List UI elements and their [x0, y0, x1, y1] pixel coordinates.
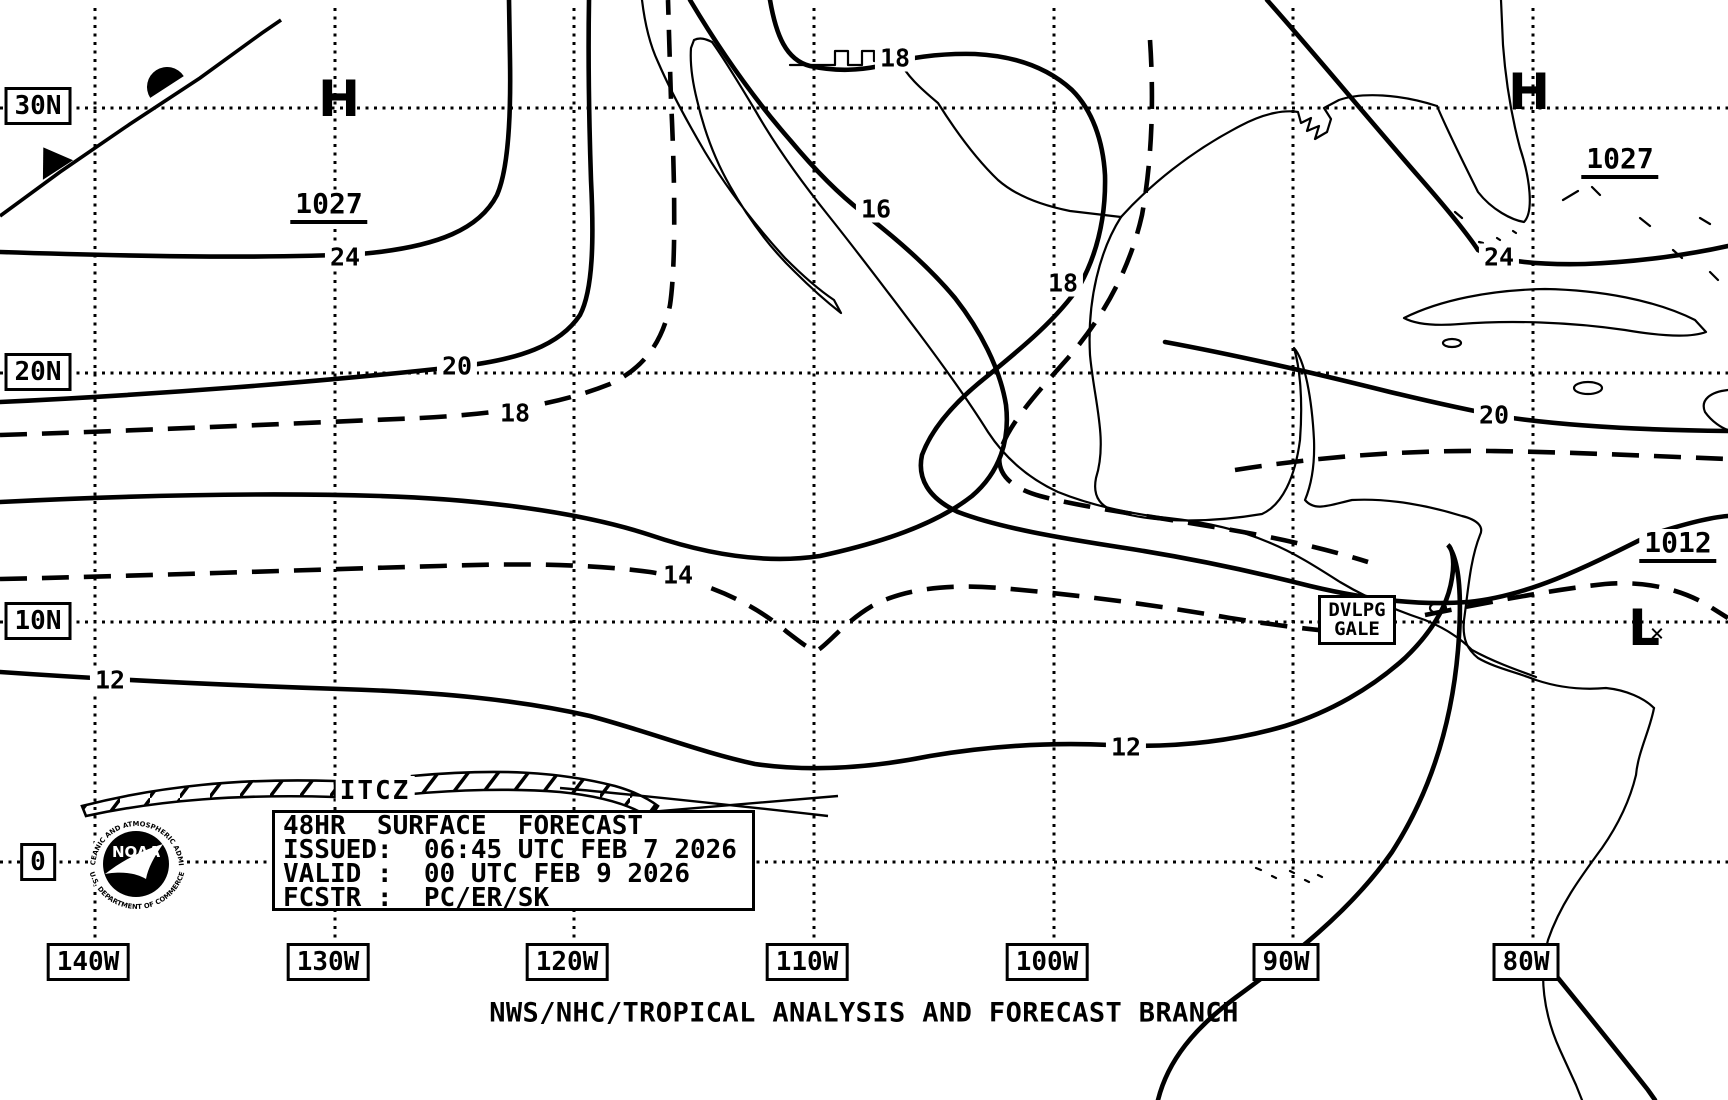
isobar-value-24: 24 — [1478, 243, 1520, 271]
dashed-gulf — [996, 39, 1369, 565]
pressure-value-1027: 1027 — [290, 190, 368, 224]
dashed-carib-s — [1424, 580, 1728, 620]
gale-line1: DVLPG — [1328, 599, 1386, 621]
lon-label-90w: 90W — [1252, 943, 1320, 981]
gale-line2: GALE — [1334, 618, 1380, 640]
grid-layer — [0, 8, 1728, 938]
isobar-24-nw — [0, 0, 513, 259]
isobar-value-18: 18 — [1042, 269, 1084, 297]
lat-label-20n: 20N — [4, 353, 72, 391]
lon-label-140w: 140W — [46, 943, 130, 981]
forecast-title: 48HR SURFACE FORECAST — [283, 811, 644, 841]
isobar-value-12: 12 — [1105, 733, 1147, 761]
isobar-16 — [0, 0, 1010, 562]
isobar-value-24: 24 — [324, 243, 366, 271]
isobar-18 — [767, 0, 1728, 606]
branch-title: NWS/NHC/TROPICAL ANALYSIS AND FORECAST B… — [489, 997, 1239, 1029]
cold-front-triangle — [42, 147, 74, 180]
lat-label-10n: 10N — [4, 602, 72, 640]
isobar-12 — [0, 543, 1463, 1100]
dashed-14 — [0, 562, 1341, 653]
isobar-value-20: 20 — [436, 352, 478, 380]
noaa-bird-icon — [105, 844, 163, 879]
isobar-value-18: 18 — [494, 399, 536, 427]
forecast-info-box: 48HR SURFACE FORECAST ISSUED: 06:45 UTC … — [272, 810, 755, 911]
isobar-dashed-layer — [0, 0, 1728, 653]
lat-label-30n: 30N — [4, 87, 72, 125]
front-symbol — [0, 18, 283, 218]
isobar-value-14: 14 — [657, 561, 699, 589]
isobar-br — [1542, 959, 1658, 1100]
forecast-issued: ISSUED: 06:45 UTC FEB 7 2026 — [283, 835, 737, 865]
forecast-fcstr: FCSTR : PC/ER/SK — [283, 883, 550, 913]
isobar-value-12: 12 — [89, 666, 131, 694]
lon-label-130w: 130W — [286, 943, 370, 981]
isobar-value-20: 20 — [1473, 401, 1515, 429]
isobar-value-18: 18 — [874, 44, 916, 72]
high-pressure-symbol: H — [318, 70, 360, 128]
itcz-label: ITCZ — [335, 776, 415, 806]
lon-label-100w: 100W — [1005, 943, 1089, 981]
pressure-value-1027: 1027 — [1581, 145, 1659, 179]
high-pressure-symbol: H — [1508, 63, 1550, 121]
lon-label-110w: 110W — [765, 943, 849, 981]
isobar-value-16: 16 — [855, 195, 897, 223]
isobar-20-w — [0, 0, 595, 405]
pressure-value-1012: 1012 — [1639, 529, 1717, 563]
noaa-logo: NOAA NATIONAL OCEANIC AND ATMOSPHERIC AD… — [0, 0, 186, 911]
low-center-x-icon: × — [1649, 619, 1665, 647]
lon-label-80w: 80W — [1492, 943, 1560, 981]
warm-front-semicircle — [147, 67, 184, 98]
isobar-20-e — [1162, 339, 1728, 434]
lon-label-120w: 120W — [525, 943, 609, 981]
lat-label-0: 0 — [20, 843, 56, 881]
dashed-18-w — [0, 0, 677, 438]
isobar-24-e — [1264, 0, 1728, 267]
low-pressure-symbol: L — [1628, 599, 1660, 657]
forecast-valid: VALID : 00 UTC FEB 9 2026 — [283, 859, 690, 889]
dashed-carib-n — [1234, 448, 1728, 473]
coastline-layer — [640, 0, 1728, 1100]
gale-warning-box: DVLPG GALE — [1318, 595, 1396, 645]
